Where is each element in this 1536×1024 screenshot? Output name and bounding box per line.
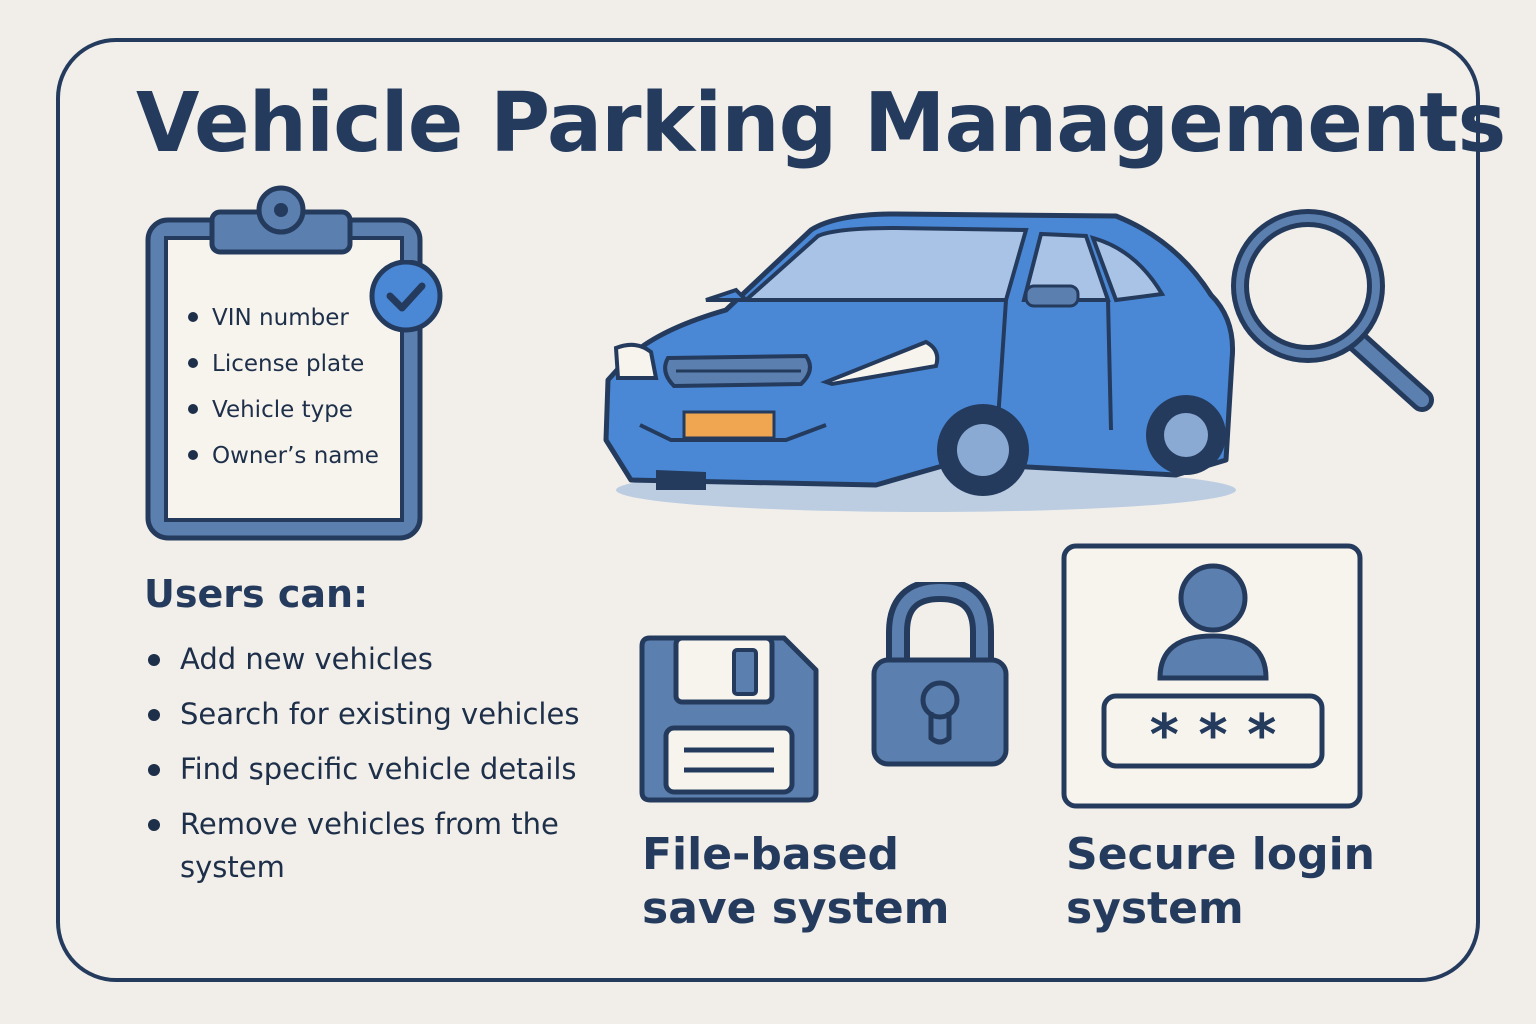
list-item: Add new vehicles — [144, 638, 624, 681]
list-item: Vehicle type — [188, 390, 379, 436]
list-item: Find specific vehicle details — [144, 748, 624, 791]
floppy-disk-icon — [639, 635, 819, 803]
password-mask: * * * — [1150, 703, 1277, 768]
page-title: Vehicle Parking Managements — [136, 76, 1506, 171]
record-fields-list: VIN number License plate Vehicle type Ow… — [188, 298, 379, 482]
magnifier-icon — [1231, 209, 1434, 412]
user-login-icon: * * * — [1061, 543, 1363, 809]
checkmark-icon — [369, 260, 443, 333]
file-save-caption: File-based save system — [642, 829, 950, 934]
list-item: VIN number — [188, 298, 379, 344]
users-actions-list: Add new vehicles Search for existing veh… — [144, 638, 624, 901]
padlock-icon — [871, 582, 1009, 767]
car-icon — [603, 211, 1236, 512]
list-item: License plate — [188, 344, 379, 390]
list-item: Remove vehicles from the system — [144, 803, 624, 889]
secure-login-caption: Secure login system — [1066, 829, 1376, 934]
list-item: Owner’s name — [188, 436, 379, 482]
list-item: Search for existing vehicles — [144, 693, 624, 736]
users-heading: Users can: — [144, 572, 369, 616]
